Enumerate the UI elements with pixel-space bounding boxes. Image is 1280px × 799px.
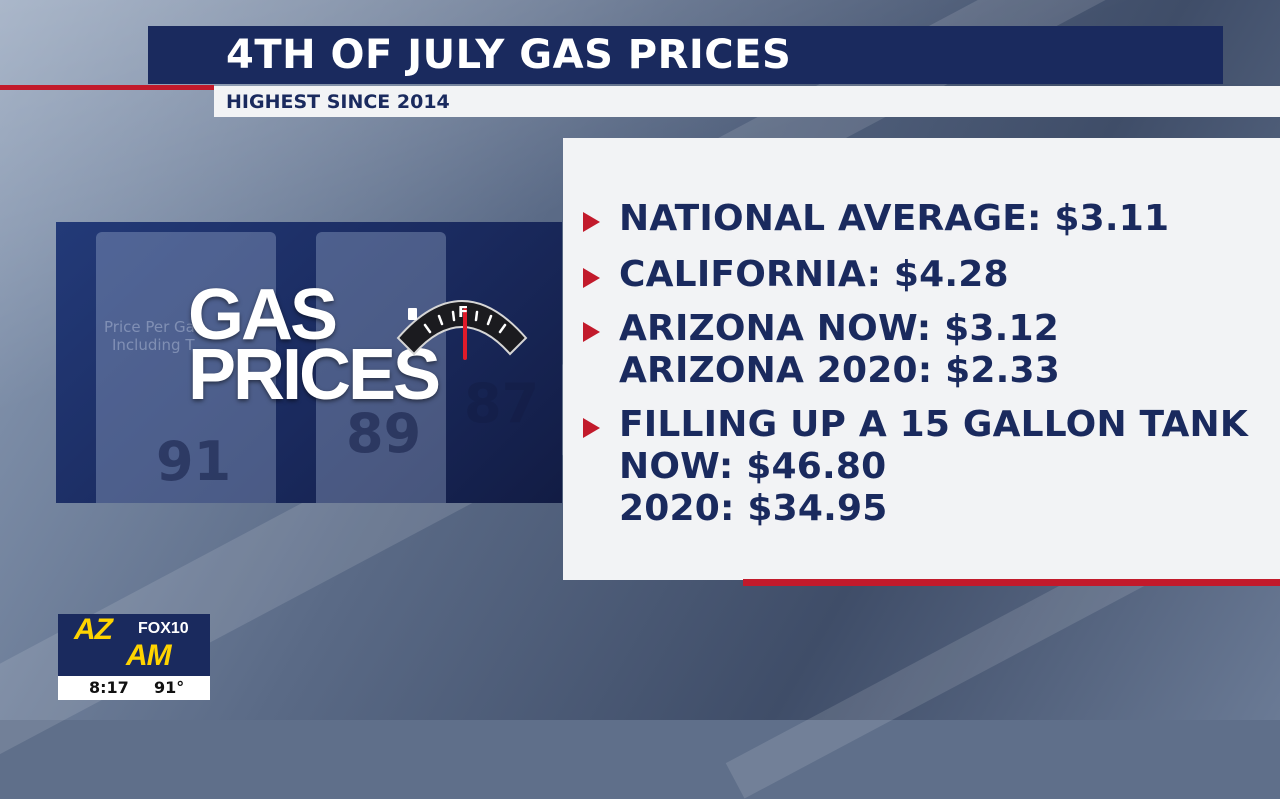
bullet-arrow-icon	[583, 322, 600, 342]
red-accent-line-left	[0, 85, 214, 90]
facts-card: NATIONAL AVERAGE: $3.11 CALIFORNIA: $4.2…	[563, 138, 1280, 580]
promo-title-line2: PRICES	[188, 335, 441, 415]
time-temp-bar: 8:17 91°	[58, 676, 210, 700]
fact-line: ARIZONA 2020: $2.33	[619, 350, 1061, 391]
network-name: FOX10	[138, 620, 189, 637]
gas-prices-graphic: Price Per Ga Including T 91 89 87 GAS PR…	[56, 222, 562, 503]
fact-line: FILLING UP A 15 GALLON TANK	[619, 404, 1248, 445]
bullet-arrow-icon	[583, 268, 600, 288]
fact-line: NOW: $46.80	[619, 446, 887, 487]
temperature: 91°	[154, 678, 185, 697]
bullet-arrow-icon	[583, 212, 600, 232]
brand-az: AZ	[74, 613, 113, 646]
subtitle-bar: HIGHEST SINCE 2014	[214, 86, 1280, 117]
brand-am: AM	[126, 639, 172, 672]
pump-sign-line: Including T	[112, 336, 195, 354]
title-bar: 4TH OF JULY GAS PRICES	[148, 26, 1223, 84]
clock-time: 8:17	[89, 678, 129, 697]
station-bug: AZ FOX10 AM 8:17 91°	[58, 614, 210, 700]
pump-panel	[96, 232, 276, 503]
pump-grade-number: 87	[464, 372, 540, 435]
station-logo: AZ FOX10 AM	[58, 614, 210, 676]
fact-line: ARIZONA NOW: $3.12	[619, 308, 1059, 349]
pump-grade-number: 91	[156, 430, 232, 493]
fact-line: 2020: $34.95	[619, 488, 888, 529]
pump-grade-number: 89	[346, 402, 422, 465]
promo-title-line1: GAS	[188, 275, 338, 355]
red-accent-line-bottom	[743, 579, 1280, 586]
fuel-gauge-icon	[396, 300, 528, 360]
subtitle: HIGHEST SINCE 2014	[226, 91, 450, 113]
pump-sign-line: Price Per Ga	[104, 318, 195, 336]
gauge-full-label: F	[458, 303, 469, 321]
pump-panel	[316, 232, 446, 503]
fact-line: CALIFORNIA: $4.28	[619, 254, 1009, 295]
bullet-arrow-icon	[583, 418, 600, 438]
fact-line: NATIONAL AVERAGE: $3.11	[619, 198, 1170, 239]
page-title: 4TH OF JULY GAS PRICES	[226, 32, 792, 78]
